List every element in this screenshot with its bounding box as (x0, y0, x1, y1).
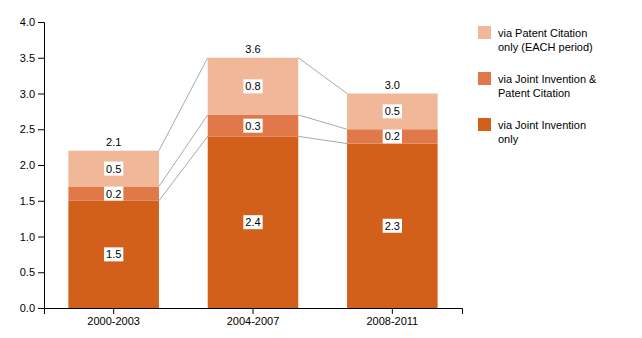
data-label: 1.5 (106, 248, 121, 260)
legend-item: via Joint Invention only (478, 118, 586, 145)
data-label: 2.3 (385, 220, 400, 232)
legend: via Patent Citationonly (EACH period)via… (478, 26, 597, 145)
label-background (243, 215, 262, 229)
y-tick: 1.5 (20, 195, 44, 207)
legend-label: via Joint Invention & Patent Citation (498, 73, 597, 99)
bar (208, 115, 299, 136)
series-bars (68, 58, 437, 187)
connector-line (159, 136, 208, 200)
x-tick-mark (113, 308, 114, 314)
legend-label-line: via Patent Citation (498, 27, 587, 39)
y-tick-label: 4.0 (20, 16, 35, 28)
data-label: 0.5 (385, 105, 400, 117)
bar (208, 58, 299, 115)
y-tick-mark (38, 165, 44, 166)
legend-item: via Patent Citation only (EACH period) (478, 26, 593, 53)
y-tick-label: 1.0 (20, 231, 35, 243)
y-tick-label: 0.5 (20, 266, 35, 278)
label-background (104, 187, 123, 201)
total-label: 2.1 (106, 136, 121, 148)
y-axis-line (38, 23, 45, 309)
y-tick: 1.0 (20, 231, 44, 243)
legend-label-line: via Joint Invention (498, 119, 586, 131)
y-tick-mark (38, 272, 44, 273)
y-tick-label: 3.5 (20, 52, 35, 64)
data-label: 0.8 (245, 80, 260, 92)
y-tick-mark (38, 22, 44, 23)
y-tick: 4.0 (20, 16, 44, 28)
y-tick: 3.5 (20, 52, 44, 64)
x-tick-mark (253, 308, 254, 314)
legend-item: via Joint Invention & Patent Citation (478, 72, 597, 99)
total-label: 3.0 (385, 79, 400, 91)
connector-line (298, 136, 347, 143)
y-tick-mark (38, 201, 44, 202)
bar (68, 201, 159, 308)
y-tick: 2.5 (20, 123, 44, 135)
legend-swatch (478, 26, 491, 39)
connector-line (159, 115, 208, 187)
y-tick-mark (38, 129, 44, 130)
y-tick: 0.0 (20, 302, 44, 314)
data-label: 0.2 (106, 188, 121, 200)
total-label: 3.6 (245, 43, 260, 55)
data-label: 0.3 (245, 120, 260, 132)
connector-line (298, 115, 347, 129)
legend-label-line: via Joint Invention & (498, 73, 597, 85)
y-tick-label: 0.0 (20, 302, 35, 314)
y-tick-mark (38, 58, 44, 59)
connector-line (159, 58, 208, 151)
bar (347, 144, 438, 308)
x-tick-label: 2000-2003 (87, 315, 140, 327)
y-tick-mark (38, 308, 44, 309)
y-tick: 3.0 (20, 88, 44, 100)
bar (68, 186, 159, 200)
label-background (243, 119, 262, 133)
y-tick-mark (38, 94, 44, 95)
data-label: 2.4 (245, 216, 260, 228)
marks (68, 58, 437, 308)
legend-swatch (478, 118, 491, 131)
bar (208, 136, 299, 308)
x-tick: 2008-2011 (366, 308, 418, 327)
series-bars (68, 136, 437, 308)
bar (68, 151, 159, 187)
bar (347, 129, 438, 143)
legend-label-line: Patent Citation (498, 87, 570, 99)
y-tick: 2.0 (20, 159, 44, 171)
x-axis: 2000-2003 2004-2007 2008-2011 (45, 308, 463, 327)
label-background (243, 79, 262, 93)
data-label: 0.2 (385, 130, 400, 142)
y-tick: 0.5 (20, 266, 44, 278)
label-background (383, 104, 402, 118)
y-tick-label: 2.0 (20, 159, 35, 171)
y-tick-label: 1.5 (20, 195, 35, 207)
x-tick: 2004-2007 (227, 308, 280, 327)
x-tick-label: 2004-2007 (227, 315, 280, 327)
label-background (383, 129, 402, 143)
legend-label: via Patent Citation only (EACH period) (498, 27, 593, 53)
chart: 0.0 0.5 1.0 1.5 2.0 2.5 3.0 3.5 4.0 2000-2003 2004… (0, 0, 642, 338)
label-background (104, 162, 123, 176)
x-tick-mark (392, 308, 393, 314)
legend-label: via Joint Invention only (498, 119, 586, 145)
legend-swatch (478, 72, 491, 85)
label-background (104, 247, 123, 261)
connector-line (298, 58, 347, 94)
label-background (383, 219, 402, 233)
data-labels: 1.5 2.4 2.3 0.2 0.3 0.2 0.5 0.8 0.5 2.1 3.6 3.0 (104, 43, 402, 262)
y-axis: 0.0 0.5 1.0 1.5 2.0 2.5 3.0 3.5 4.0 (20, 16, 45, 314)
x-axis-line (45, 309, 463, 315)
legend-label-line: only (498, 133, 519, 145)
x-tick-label: 2008-2011 (366, 315, 418, 327)
y-tick-label: 2.5 (20, 123, 35, 135)
x-tick: 2000-2003 (87, 308, 140, 327)
plot: 0.0 0.5 1.0 1.5 2.0 2.5 3.0 3.5 4.0 2000-2003 2004… (20, 16, 463, 327)
legend-label-line: only (EACH period) (498, 41, 593, 53)
data-label: 0.5 (106, 163, 121, 175)
y-tick-label: 3.0 (20, 88, 35, 100)
bar (347, 94, 438, 130)
y-tick-mark (38, 237, 44, 238)
